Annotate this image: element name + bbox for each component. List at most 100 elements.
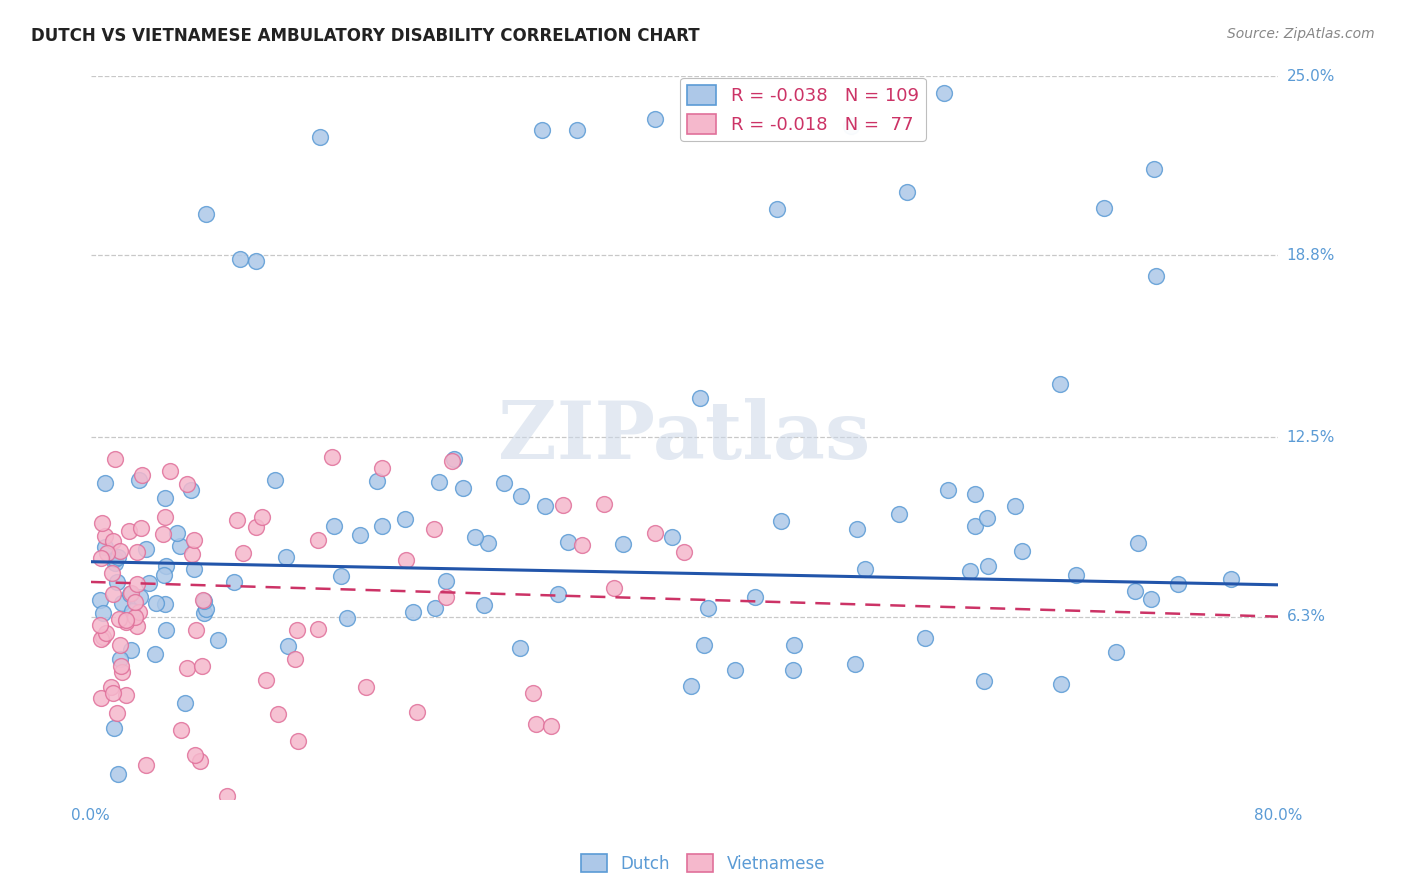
Point: [976, 558, 998, 573]
Legend: R = -0.038   N = 109, R = -0.018   N =  77: R = -0.038 N = 109, R = -0.018 N = 77: [681, 78, 927, 141]
Point: [254, 673, 277, 687]
Point: [124, 610, 146, 624]
Text: 6.3%: 6.3%: [1286, 609, 1326, 624]
Point: [509, 489, 531, 503]
Point: [129, 521, 152, 535]
Point: [195, 601, 218, 615]
Point: [124, 595, 146, 609]
Point: [184, 623, 207, 637]
Point: [143, 647, 166, 661]
Point: [93, 475, 115, 490]
Point: [887, 507, 910, 521]
Point: [110, 638, 132, 652]
Point: [782, 663, 804, 677]
Point: [769, 514, 792, 528]
Point: [644, 526, 666, 541]
Point: [222, 575, 245, 590]
Point: [127, 618, 149, 632]
Point: [309, 129, 332, 144]
Point: [128, 605, 150, 619]
Point: [427, 475, 450, 489]
Text: Source: ZipAtlas.com: Source: ZipAtlas.com: [1227, 27, 1375, 41]
Point: [696, 600, 718, 615]
Point: [1064, 568, 1087, 582]
Point: [547, 586, 569, 600]
Point: [94, 529, 117, 543]
Point: [193, 593, 215, 607]
Point: [110, 659, 132, 673]
Point: [103, 721, 125, 735]
Point: [783, 638, 806, 652]
Point: [90, 632, 112, 647]
Point: [689, 392, 711, 406]
Point: [492, 476, 515, 491]
Point: [321, 450, 343, 465]
Point: [973, 673, 995, 688]
Point: [277, 639, 299, 653]
Point: [125, 545, 148, 559]
Point: [115, 615, 138, 629]
Point: [191, 593, 214, 607]
Point: [522, 685, 544, 699]
Point: [155, 559, 177, 574]
Text: DUTCH VS VIETNAMESE AMBULATORY DISABILITY CORRELATION CHART: DUTCH VS VIETNAMESE AMBULATORY DISABILIT…: [31, 27, 700, 45]
Point: [115, 614, 138, 628]
Point: [959, 565, 981, 579]
Point: [104, 552, 127, 566]
Point: [1167, 577, 1189, 591]
Point: [395, 553, 418, 567]
Point: [176, 661, 198, 675]
Point: [100, 681, 122, 695]
Point: [125, 577, 148, 591]
Point: [766, 202, 789, 216]
Point: [644, 112, 666, 127]
Point: [1144, 269, 1167, 284]
Point: [464, 530, 486, 544]
Point: [845, 522, 868, 536]
Point: [844, 657, 866, 671]
Point: [155, 623, 177, 637]
Point: [329, 569, 352, 583]
Text: 25.0%: 25.0%: [1286, 69, 1334, 84]
Point: [155, 510, 177, 524]
Point: [107, 767, 129, 781]
Point: [477, 536, 499, 550]
Point: [540, 719, 562, 733]
Point: [1011, 544, 1033, 558]
Point: [159, 464, 181, 478]
Point: [1092, 201, 1115, 215]
Point: [524, 717, 547, 731]
Point: [661, 530, 683, 544]
Point: [103, 686, 125, 700]
Point: [1139, 592, 1161, 607]
Point: [323, 519, 346, 533]
Point: [371, 461, 394, 475]
Point: [603, 581, 626, 595]
Point: [366, 475, 388, 489]
Point: [96, 546, 118, 560]
Point: [571, 538, 593, 552]
Point: [176, 477, 198, 491]
Point: [193, 606, 215, 620]
Point: [215, 789, 238, 803]
Point: [120, 586, 142, 600]
Text: 18.8%: 18.8%: [1286, 248, 1334, 263]
Point: [103, 534, 125, 549]
Point: [839, 119, 862, 133]
Point: [225, 513, 247, 527]
Point: [153, 567, 176, 582]
Point: [349, 528, 371, 542]
Point: [250, 509, 273, 524]
Point: [267, 706, 290, 721]
Point: [183, 562, 205, 576]
Point: [90, 551, 112, 566]
Point: [509, 641, 531, 656]
Point: [170, 723, 193, 737]
Point: [90, 691, 112, 706]
Point: [120, 587, 142, 601]
Point: [90, 516, 112, 530]
Point: [307, 622, 329, 636]
Point: [472, 599, 495, 613]
Point: [679, 679, 702, 693]
Point: [145, 596, 167, 610]
